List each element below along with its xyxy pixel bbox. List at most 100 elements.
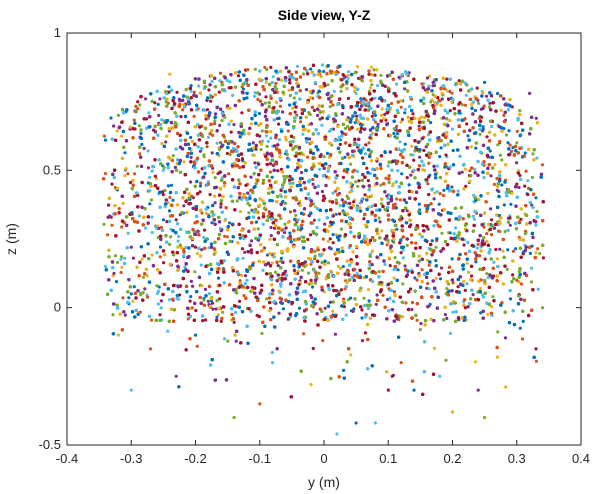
scatter-point bbox=[466, 134, 470, 138]
scatter-point bbox=[269, 225, 273, 230]
scatter-point bbox=[272, 252, 276, 256]
scatter-point bbox=[496, 143, 500, 147]
scatter-point bbox=[510, 273, 515, 277]
scatter-point bbox=[121, 201, 125, 205]
scatter-point bbox=[502, 203, 506, 207]
scatter-point bbox=[392, 276, 396, 280]
scatter-point bbox=[123, 313, 127, 317]
scatter-point bbox=[313, 297, 317, 301]
scatter-point bbox=[292, 136, 296, 140]
scatter-point bbox=[167, 298, 171, 302]
scatter-point bbox=[320, 63, 325, 67]
scatter-point bbox=[349, 296, 353, 300]
scatter-point bbox=[206, 299, 210, 303]
scatter-point bbox=[182, 204, 186, 208]
scatter-point bbox=[480, 129, 484, 133]
scatter-point bbox=[145, 274, 149, 278]
scatter-point bbox=[154, 177, 158, 181]
scatter-point bbox=[392, 131, 396, 136]
scatter-point bbox=[211, 170, 215, 174]
scatter-point bbox=[326, 261, 330, 265]
scatter-point bbox=[288, 210, 293, 214]
scatter-point bbox=[162, 261, 166, 265]
scatter-point bbox=[409, 287, 413, 291]
scatter-point bbox=[374, 302, 378, 306]
scatter-point bbox=[363, 152, 367, 156]
scatter-point bbox=[218, 147, 222, 152]
scatter-point bbox=[120, 265, 124, 269]
scatter-point bbox=[253, 161, 257, 165]
scatter-point bbox=[315, 226, 319, 230]
scatter-point bbox=[243, 250, 247, 254]
scatter-point bbox=[432, 100, 437, 104]
scatter-point bbox=[285, 152, 289, 157]
scatter-point bbox=[113, 254, 118, 258]
scatter-point bbox=[211, 307, 215, 311]
scatter-point bbox=[413, 276, 417, 280]
scatter-point bbox=[355, 127, 360, 131]
scatter-point bbox=[274, 87, 279, 91]
scatter-point bbox=[189, 89, 193, 93]
scatter-point bbox=[473, 167, 477, 171]
scatter-point bbox=[247, 211, 251, 215]
scatter-point bbox=[221, 310, 225, 314]
scatter-point bbox=[120, 134, 124, 138]
scatter-point bbox=[169, 183, 174, 187]
scatter-point bbox=[253, 67, 257, 71]
scatter-point bbox=[167, 85, 171, 89]
scatter-point bbox=[434, 245, 438, 249]
scatter-point bbox=[472, 193, 476, 197]
scatter-point bbox=[188, 299, 192, 303]
scatter-point bbox=[488, 101, 492, 105]
scatter-point bbox=[264, 134, 268, 138]
scatter-point bbox=[123, 151, 127, 155]
scatter-point bbox=[239, 273, 244, 277]
scatter-point bbox=[403, 111, 407, 115]
scatter-point bbox=[453, 226, 458, 230]
scatter-point bbox=[435, 190, 439, 194]
scatter-point bbox=[401, 282, 405, 286]
scatter-point bbox=[266, 139, 270, 144]
scatter-point bbox=[205, 145, 209, 149]
scatter-point bbox=[404, 301, 408, 305]
scatter-point bbox=[269, 65, 273, 69]
scatter-point bbox=[436, 223, 440, 227]
scatter-point bbox=[367, 299, 371, 303]
scatter-point bbox=[377, 270, 381, 274]
scatter-point bbox=[202, 155, 206, 159]
scatter-point bbox=[173, 165, 177, 169]
scatter-point bbox=[249, 239, 254, 243]
scatter-point bbox=[362, 237, 366, 241]
scatter-point bbox=[520, 337, 525, 341]
scatter-point bbox=[150, 253, 154, 257]
scatter-point bbox=[481, 295, 485, 299]
scatter-point bbox=[179, 115, 183, 119]
scatter-point bbox=[441, 193, 445, 198]
scatter-point bbox=[265, 144, 269, 148]
scatter-point bbox=[307, 123, 311, 127]
scatter-point bbox=[167, 209, 172, 213]
scatter-point bbox=[383, 262, 387, 267]
scatter-point bbox=[472, 217, 477, 221]
scatter-point bbox=[126, 231, 130, 235]
scatter-point bbox=[412, 158, 416, 162]
scatter-point bbox=[362, 276, 366, 280]
scatter-point bbox=[158, 97, 162, 101]
scatter-point bbox=[320, 123, 324, 127]
scatter-point bbox=[144, 97, 148, 101]
scatter-point bbox=[189, 135, 193, 140]
scatter-point bbox=[411, 153, 415, 157]
scatter-point bbox=[158, 255, 162, 259]
scatter-point bbox=[409, 173, 413, 177]
scatter-point bbox=[427, 287, 431, 291]
scatter-point bbox=[283, 222, 287, 226]
scatter-point bbox=[504, 133, 509, 137]
scatter-point bbox=[161, 193, 165, 197]
scatter-point bbox=[301, 72, 306, 76]
scatter-point bbox=[397, 75, 401, 79]
scatter-point bbox=[177, 234, 181, 239]
scatter-point bbox=[227, 172, 231, 176]
scatter-point bbox=[199, 181, 203, 185]
scatter-point bbox=[500, 158, 504, 162]
scatter-point bbox=[474, 260, 478, 264]
